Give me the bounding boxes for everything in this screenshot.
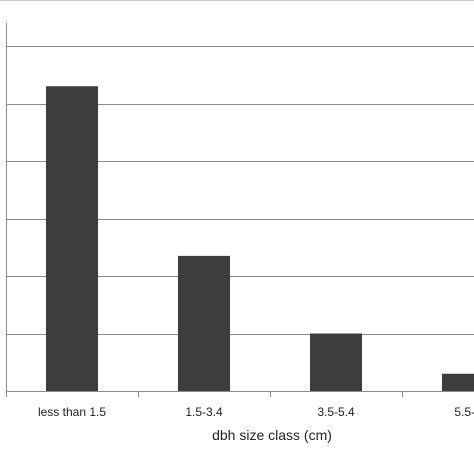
chart-frame-top	[0, 0, 474, 1]
bar-1	[46, 86, 98, 391]
bar-2	[178, 255, 230, 391]
x-tick-label: less than 1.5	[38, 405, 106, 419]
category-labels: less than 1.5 1.5-3.4 3.5-5.4 5.5-1	[38, 405, 474, 419]
bar-3	[310, 333, 362, 391]
x-tick-label: 3.5-5.4	[317, 405, 355, 419]
bars	[46, 86, 474, 391]
axes	[6, 23, 474, 397]
x-tick-label: 5.5-1	[454, 405, 474, 419]
x-axis-title: dbh size class (cm)	[212, 427, 332, 443]
x-tick-label: 1.5-3.4	[185, 405, 223, 419]
bar-4	[442, 373, 474, 391]
